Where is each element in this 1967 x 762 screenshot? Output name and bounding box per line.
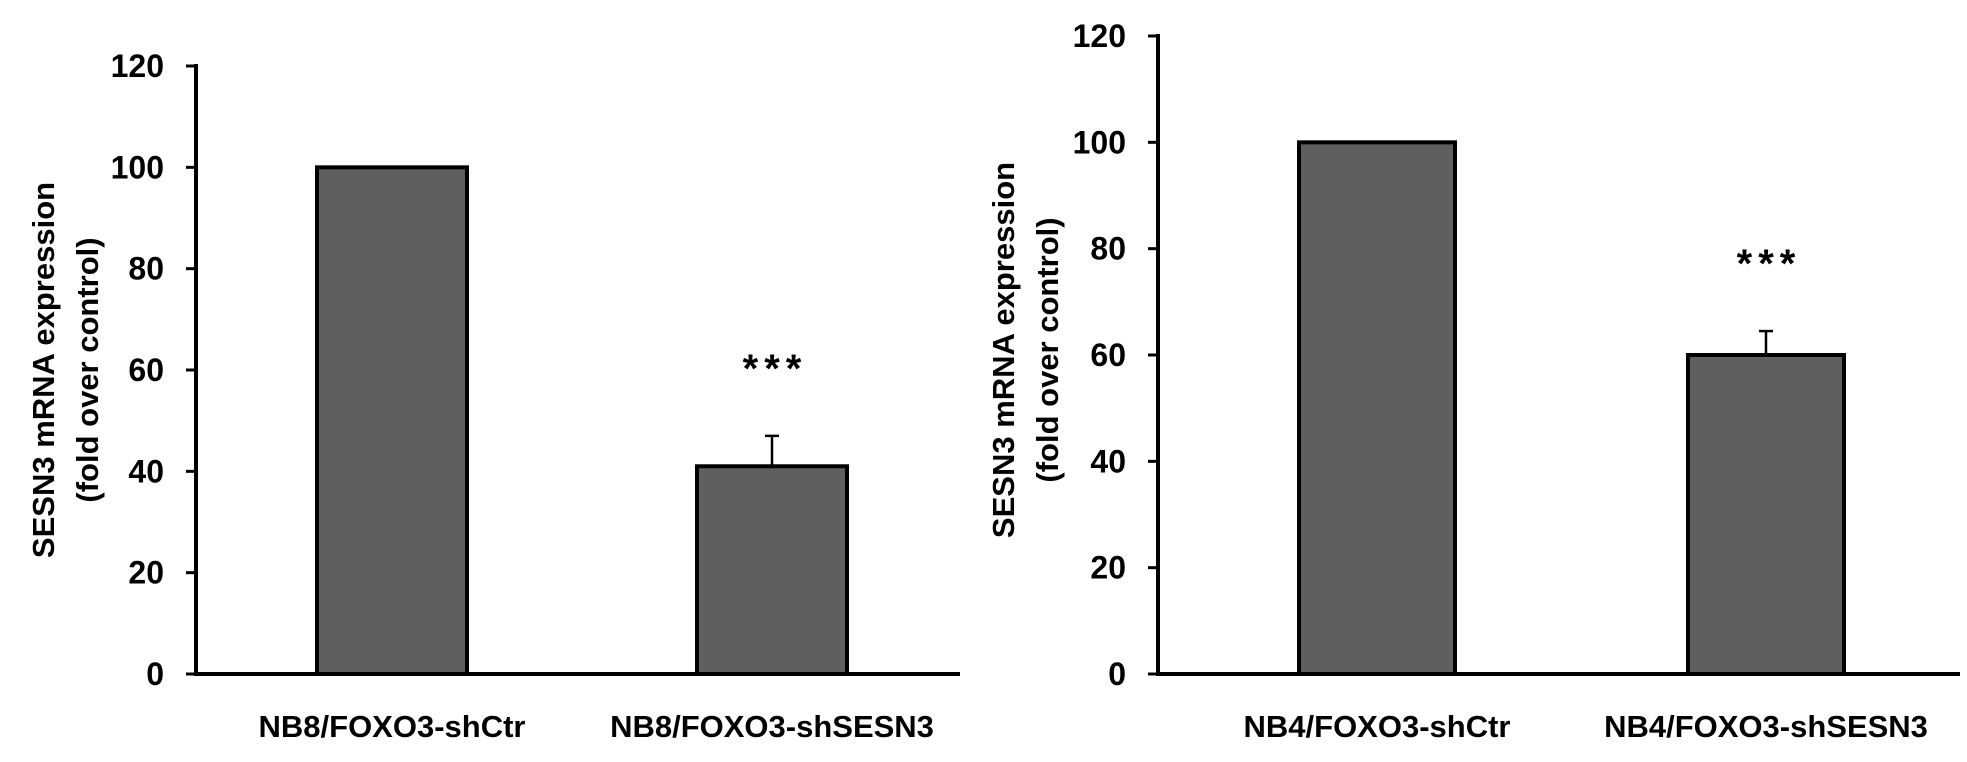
y-tick-label: 20: [1090, 550, 1126, 586]
y-tick-label: 40: [128, 453, 164, 489]
bar-1: [1297, 140, 1457, 677]
y-tick-label: 60: [128, 352, 164, 388]
category-label: NB8/FOXO3-shSESN3: [610, 709, 934, 744]
significance-label: ***: [1737, 242, 1802, 286]
chart-panel-1: NB8/FOXO3-shCtr *** NB8/FOXO3-shSESN3 0 20 40…: [26, 48, 960, 744]
y-tick-label: 120: [111, 48, 164, 84]
y-tick-label: 40: [1090, 443, 1126, 479]
y-tick-label: 80: [128, 251, 164, 287]
y-axis-title: SESN3 mRNA expression: [26, 182, 61, 558]
bar-2: [695, 464, 849, 676]
y-tick-label: 20: [128, 555, 164, 591]
category-label: NB4/FOXO3-shSESN3: [1604, 709, 1928, 744]
y-tick-label: 80: [1090, 231, 1126, 267]
y-tick-label: 100: [1073, 124, 1126, 160]
y-tick-label: 100: [111, 149, 164, 185]
significance-label: ***: [743, 347, 808, 391]
y-tick-label: 0: [1108, 656, 1126, 692]
category-label: NB8/FOXO3-shCtr: [259, 709, 526, 744]
y-tick-label: 60: [1090, 337, 1126, 373]
category-label: NB4/FOXO3-shCtr: [1244, 709, 1511, 744]
y-tick-label: 120: [1073, 18, 1126, 54]
y-tick-label: 0: [146, 656, 164, 692]
bar-2: [1686, 353, 1846, 676]
bar-1: [315, 165, 469, 676]
y-axis-title: SESN3 mRNA expression: [986, 162, 1021, 538]
chart-panel-2: NB4/FOXO3-shCtr *** NB4/FOXO3-shSESN3 0 20 40…: [986, 18, 1960, 744]
y-axis-title: (fold over control): [70, 237, 105, 502]
y-axis-title: (fold over control): [1030, 217, 1065, 482]
